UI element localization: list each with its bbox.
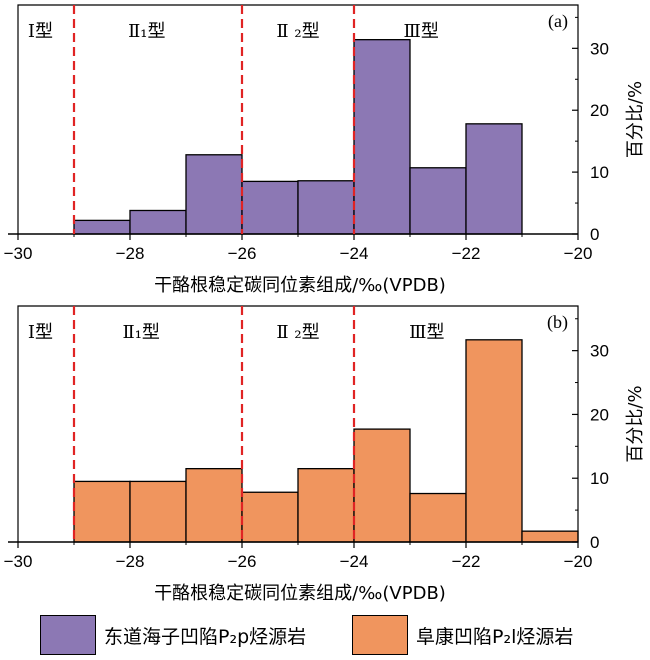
- bar-b-5: [353, 428, 411, 543]
- legend-swatch-b: [352, 615, 408, 655]
- x-tick-label-b-1: −28: [116, 552, 145, 571]
- type-label-a-3: Ⅲ型: [404, 21, 439, 42]
- x-tick-label-a-1: −28: [116, 244, 145, 263]
- bar-b-6: [409, 492, 467, 543]
- legend-item-b: 阜康凹陷P₂l烃源岩: [352, 612, 573, 658]
- bar-b-8: [521, 530, 579, 543]
- type-label-a-2: Ⅱ ₂型: [276, 21, 319, 42]
- bar-a-6: [409, 167, 467, 235]
- bar-b-4: [297, 467, 355, 543]
- x-tick-label-a-2: −26: [228, 244, 257, 263]
- bar-a-5: [353, 39, 411, 235]
- panel-label-b: (b): [547, 312, 568, 333]
- y-tick-label-a-1: 10: [590, 163, 609, 182]
- x-tick-label-a-0: −30: [4, 244, 33, 263]
- y-tick-label-b-2: 20: [590, 405, 609, 424]
- panel-a: −30 −28 −26 −24 −22 −200 10 20 30 百分比/% 干酪根稳定碳同位素组…: [4, 4, 646, 296]
- type-label-b-0: Ⅰ型: [28, 322, 53, 343]
- legend-label-a: 东道海子凹陷P₂p烃源岩: [104, 625, 307, 648]
- type-label-b-3: Ⅲ型: [409, 322, 444, 343]
- y-tick-label-b-3: 30: [590, 342, 609, 361]
- x-tick-label-a-3: −24: [340, 244, 369, 263]
- type-label-a-0: Ⅰ型: [28, 21, 53, 42]
- y-tick-label-a-3: 30: [590, 39, 609, 58]
- legend-swatch-a: [40, 615, 96, 655]
- bar-b-1: [129, 480, 187, 543]
- plot-frame-a: [17, 4, 579, 234]
- bar-a-4: [297, 180, 355, 235]
- type-label-b-1: Ⅱ₁型: [122, 322, 159, 343]
- type-label-b-2: Ⅱ ₂型: [276, 322, 319, 343]
- bar-a-1: [129, 209, 187, 235]
- bar-a-0: [73, 219, 131, 235]
- x-axis-label-b: 干酪根稳定碳同位素组成/‰(VPDB): [154, 583, 446, 604]
- y-axis-label-a: 百分比/%: [625, 81, 646, 158]
- x-tick-label-a-4: −22: [452, 244, 481, 263]
- panel-b: −30 −28 −26 −24 −22 −200 10 20 30 百分比/% 干酪根稳定碳同位素组…: [4, 305, 646, 604]
- y-tick-label-a-0: 0: [590, 225, 599, 244]
- bar-b-2: [185, 467, 243, 543]
- x-tick-label-a-5: −20: [564, 244, 593, 263]
- y-axis-label-b: 百分比/%: [625, 385, 646, 462]
- y-tick-label-a-2: 20: [590, 101, 609, 120]
- x-tick-label-b-4: −22: [452, 552, 481, 571]
- x-tick-label-b-3: −24: [340, 552, 369, 571]
- bar-a-3: [241, 180, 299, 235]
- y-tick-label-b-1: 10: [590, 469, 609, 488]
- legend-item-a: 东道海子凹陷P₂p烃源岩: [40, 612, 306, 658]
- y-tick-label-b-0: 0: [590, 533, 599, 552]
- x-tick-label-b-2: −26: [228, 552, 257, 571]
- type-label-a-1: Ⅱ₁型: [128, 21, 165, 42]
- bar-b-7: [465, 339, 523, 543]
- x-axis-label-a: 干酪根稳定碳同位素组成/‰(VPDB): [154, 275, 446, 296]
- x-tick-label-b-5: −20: [564, 552, 593, 571]
- plot-frame-b: [17, 305, 579, 542]
- x-tick-label-b-0: −30: [4, 552, 33, 571]
- bar-b-0: [73, 480, 131, 543]
- legend-label-b: 阜康凹陷P₂l烃源岩: [416, 625, 574, 648]
- bar-a-7: [465, 123, 523, 235]
- bar-a-2: [185, 154, 243, 235]
- bar-b-3: [241, 491, 299, 543]
- panel-label-a: (a): [548, 11, 568, 32]
